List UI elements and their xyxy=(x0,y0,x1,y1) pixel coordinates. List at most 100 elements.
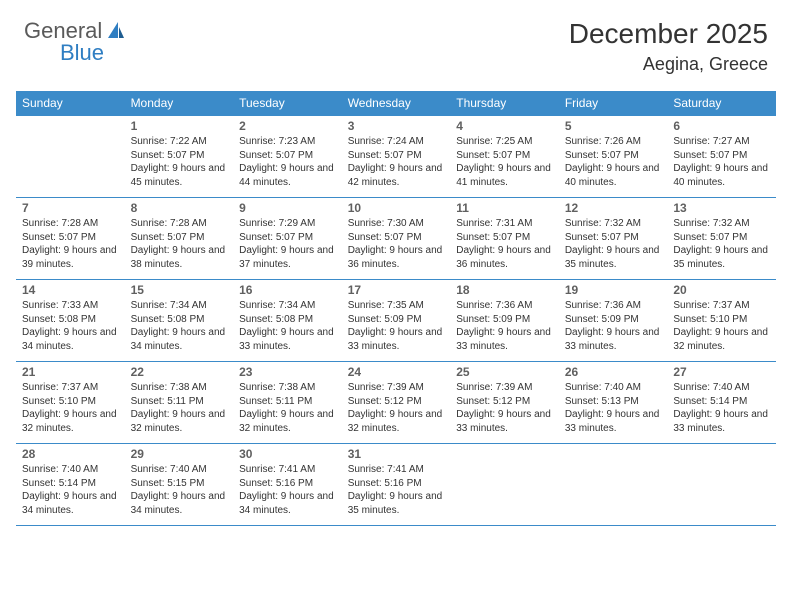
day-cell: 23Sunrise: 7:38 AMSunset: 5:11 PMDayligh… xyxy=(233,362,342,444)
day-cell: 6 Sunrise: 7:27 AMSunset: 5:07 PMDaylight… xyxy=(667,116,776,198)
day-info: Sunrise: 7:40 AMSunset: 5:13 PMDaylight:… xyxy=(565,381,662,435)
day-info: Sunrise: 7:34 AMSunset: 5:08 PMDaylight:… xyxy=(239,299,336,353)
day-info: Sunrise: 7:23 AMSunset: 5:07 PMDaylight:… xyxy=(239,135,336,189)
day-info: Sunrise: 7:25 AMSunset: 5:07 PMDaylight:… xyxy=(456,135,553,189)
day-cell: 17 Sunrise: 7:35 AMSunset: 5:09 PMDayligh… xyxy=(342,280,451,362)
day-number: 12 xyxy=(565,201,662,215)
day-info: Sunrise: 7:32 AMSunset: 5:07 PMDaylight:… xyxy=(565,217,662,271)
day-number: 23 xyxy=(239,365,336,379)
day-info: Sunrise: 7:32 AMSunset: 5:07 PMDaylight:… xyxy=(673,217,770,271)
day-number: 10 xyxy=(348,201,445,215)
day-info: Sunrise: 7:39 AMSunset: 5:12 PMDaylight:… xyxy=(348,381,445,435)
dow-thursday: Thursday xyxy=(450,91,559,116)
dow-wednesday: Wednesday xyxy=(342,91,451,116)
dow-friday: Friday xyxy=(559,91,668,116)
day-cell: 3Sunrise: 7:24 AMSunset: 5:07 PMDaylight… xyxy=(342,116,451,198)
day-info: Sunrise: 7:22 AMSunset: 5:07 PMDaylight:… xyxy=(131,135,228,189)
day-number: 27 xyxy=(673,365,770,379)
day-number: 5 xyxy=(565,119,662,133)
week-row: 7 Sunrise: 7:28 AMSunset: 5:07 PMDaylight… xyxy=(16,198,776,280)
day-cell: 18 Sunrise: 7:36 AMSunset: 5:09 PMDayligh… xyxy=(450,280,559,362)
day-number: 16 xyxy=(239,283,336,297)
week-row: 21Sunrise: 7:37 AMSunset: 5:10 PMDayligh… xyxy=(16,362,776,444)
location-label: Aegina, Greece xyxy=(569,54,768,75)
day-cell: 31 Sunrise: 7:41 AMSunset: 5:16 PMDayligh… xyxy=(342,444,451,526)
brand-part2: Blue xyxy=(60,40,104,66)
day-cell: 8 Sunrise: 7:28 AMSunset: 5:07 PMDaylight… xyxy=(125,198,234,280)
day-info: Sunrise: 7:37 AMSunset: 5:10 PMDaylight:… xyxy=(673,299,770,353)
day-number: 6 xyxy=(673,119,770,133)
day-number: 7 xyxy=(22,201,119,215)
day-number: 9 xyxy=(239,201,336,215)
day-cell: 11 Sunrise: 7:31 AMSunset: 5:07 PMDayligh… xyxy=(450,198,559,280)
day-info: Sunrise: 7:34 AMSunset: 5:08 PMDaylight:… xyxy=(131,299,228,353)
day-cell: 13 Sunrise: 7:32 AMSunset: 5:07 PMDayligh… xyxy=(667,198,776,280)
empty-cell xyxy=(559,444,668,526)
day-number: 28 xyxy=(22,447,119,461)
day-cell: 5Sunrise: 7:26 AMSunset: 5:07 PMDaylight… xyxy=(559,116,668,198)
day-info: Sunrise: 7:40 AMSunset: 5:14 PMDaylight:… xyxy=(673,381,770,435)
day-cell: 1 Sunrise: 7:22 AMSunset: 5:07 PMDaylight… xyxy=(125,116,234,198)
day-info: Sunrise: 7:40 AMSunset: 5:15 PMDaylight:… xyxy=(131,463,228,517)
day-number: 13 xyxy=(673,201,770,215)
day-cell: 26 Sunrise: 7:40 AMSunset: 5:13 PMDayligh… xyxy=(559,362,668,444)
empty-cell xyxy=(450,444,559,526)
day-number: 26 xyxy=(565,365,662,379)
day-info: Sunrise: 7:28 AMSunset: 5:07 PMDaylight:… xyxy=(22,217,119,271)
empty-cell xyxy=(16,116,125,198)
day-number: 11 xyxy=(456,201,553,215)
day-cell: 28 Sunrise: 7:40 AMSunset: 5:14 PMDayligh… xyxy=(16,444,125,526)
day-cell: 12 Sunrise: 7:32 AMSunset: 5:07 PMDayligh… xyxy=(559,198,668,280)
day-number: 14 xyxy=(22,283,119,297)
week-row: 14 Sunrise: 7:33 AMSunset: 5:08 PMDayligh… xyxy=(16,280,776,362)
dow-header-row: SundayMondayTuesdayWednesdayThursdayFrid… xyxy=(16,91,776,116)
dow-saturday: Saturday xyxy=(667,91,776,116)
day-number: 18 xyxy=(456,283,553,297)
day-cell: 29Sunrise: 7:40 AMSunset: 5:15 PMDayligh… xyxy=(125,444,234,526)
day-cell: 7 Sunrise: 7:28 AMSunset: 5:07 PMDaylight… xyxy=(16,198,125,280)
day-number: 22 xyxy=(131,365,228,379)
day-info: Sunrise: 7:41 AMSunset: 5:16 PMDaylight:… xyxy=(348,463,445,517)
day-info: Sunrise: 7:38 AMSunset: 5:11 PMDaylight:… xyxy=(131,381,228,435)
sail-icon xyxy=(106,20,126,40)
day-cell: 15Sunrise: 7:34 AMSunset: 5:08 PMDayligh… xyxy=(125,280,234,362)
day-info: Sunrise: 7:31 AMSunset: 5:07 PMDaylight:… xyxy=(456,217,553,271)
calendar-table: SundayMondayTuesdayWednesdayThursdayFrid… xyxy=(16,91,776,526)
day-info: Sunrise: 7:30 AMSunset: 5:07 PMDaylight:… xyxy=(348,217,445,271)
day-info: Sunrise: 7:28 AMSunset: 5:07 PMDaylight:… xyxy=(131,217,228,271)
day-info: Sunrise: 7:33 AMSunset: 5:08 PMDaylight:… xyxy=(22,299,119,353)
day-cell: 27 Sunrise: 7:40 AMSunset: 5:14 PMDayligh… xyxy=(667,362,776,444)
dow-sunday: Sunday xyxy=(16,91,125,116)
day-number: 21 xyxy=(22,365,119,379)
day-info: Sunrise: 7:35 AMSunset: 5:09 PMDaylight:… xyxy=(348,299,445,353)
day-number: 20 xyxy=(673,283,770,297)
day-info: Sunrise: 7:29 AMSunset: 5:07 PMDaylight:… xyxy=(239,217,336,271)
week-row: 28 Sunrise: 7:40 AMSunset: 5:14 PMDayligh… xyxy=(16,444,776,526)
day-info: Sunrise: 7:36 AMSunset: 5:09 PMDaylight:… xyxy=(456,299,553,353)
dow-tuesday: Tuesday xyxy=(233,91,342,116)
day-number: 19 xyxy=(565,283,662,297)
day-cell: 30 Sunrise: 7:41 AMSunset: 5:16 PMDayligh… xyxy=(233,444,342,526)
day-cell: 25Sunrise: 7:39 AMSunset: 5:12 PMDayligh… xyxy=(450,362,559,444)
day-info: Sunrise: 7:40 AMSunset: 5:14 PMDaylight:… xyxy=(22,463,119,517)
day-cell: 14 Sunrise: 7:33 AMSunset: 5:08 PMDayligh… xyxy=(16,280,125,362)
empty-cell xyxy=(667,444,776,526)
day-cell: 10 Sunrise: 7:30 AMSunset: 5:07 PMDayligh… xyxy=(342,198,451,280)
day-cell: 21Sunrise: 7:37 AMSunset: 5:10 PMDayligh… xyxy=(16,362,125,444)
day-info: Sunrise: 7:41 AMSunset: 5:16 PMDaylight:… xyxy=(239,463,336,517)
day-number: 2 xyxy=(239,119,336,133)
week-row: 1 Sunrise: 7:22 AMSunset: 5:07 PMDaylight… xyxy=(16,116,776,198)
day-number: 8 xyxy=(131,201,228,215)
day-cell: 2 Sunrise: 7:23 AMSunset: 5:07 PMDaylight… xyxy=(233,116,342,198)
day-info: Sunrise: 7:27 AMSunset: 5:07 PMDaylight:… xyxy=(673,135,770,189)
day-cell: 20 Sunrise: 7:37 AMSunset: 5:10 PMDayligh… xyxy=(667,280,776,362)
day-number: 1 xyxy=(131,119,228,133)
day-info: Sunrise: 7:36 AMSunset: 5:09 PMDaylight:… xyxy=(565,299,662,353)
day-number: 25 xyxy=(456,365,553,379)
day-number: 31 xyxy=(348,447,445,461)
day-number: 30 xyxy=(239,447,336,461)
day-cell: 22 Sunrise: 7:38 AMSunset: 5:11 PMDayligh… xyxy=(125,362,234,444)
day-number: 17 xyxy=(348,283,445,297)
day-number: 24 xyxy=(348,365,445,379)
day-cell: 16 Sunrise: 7:34 AMSunset: 5:08 PMDayligh… xyxy=(233,280,342,362)
